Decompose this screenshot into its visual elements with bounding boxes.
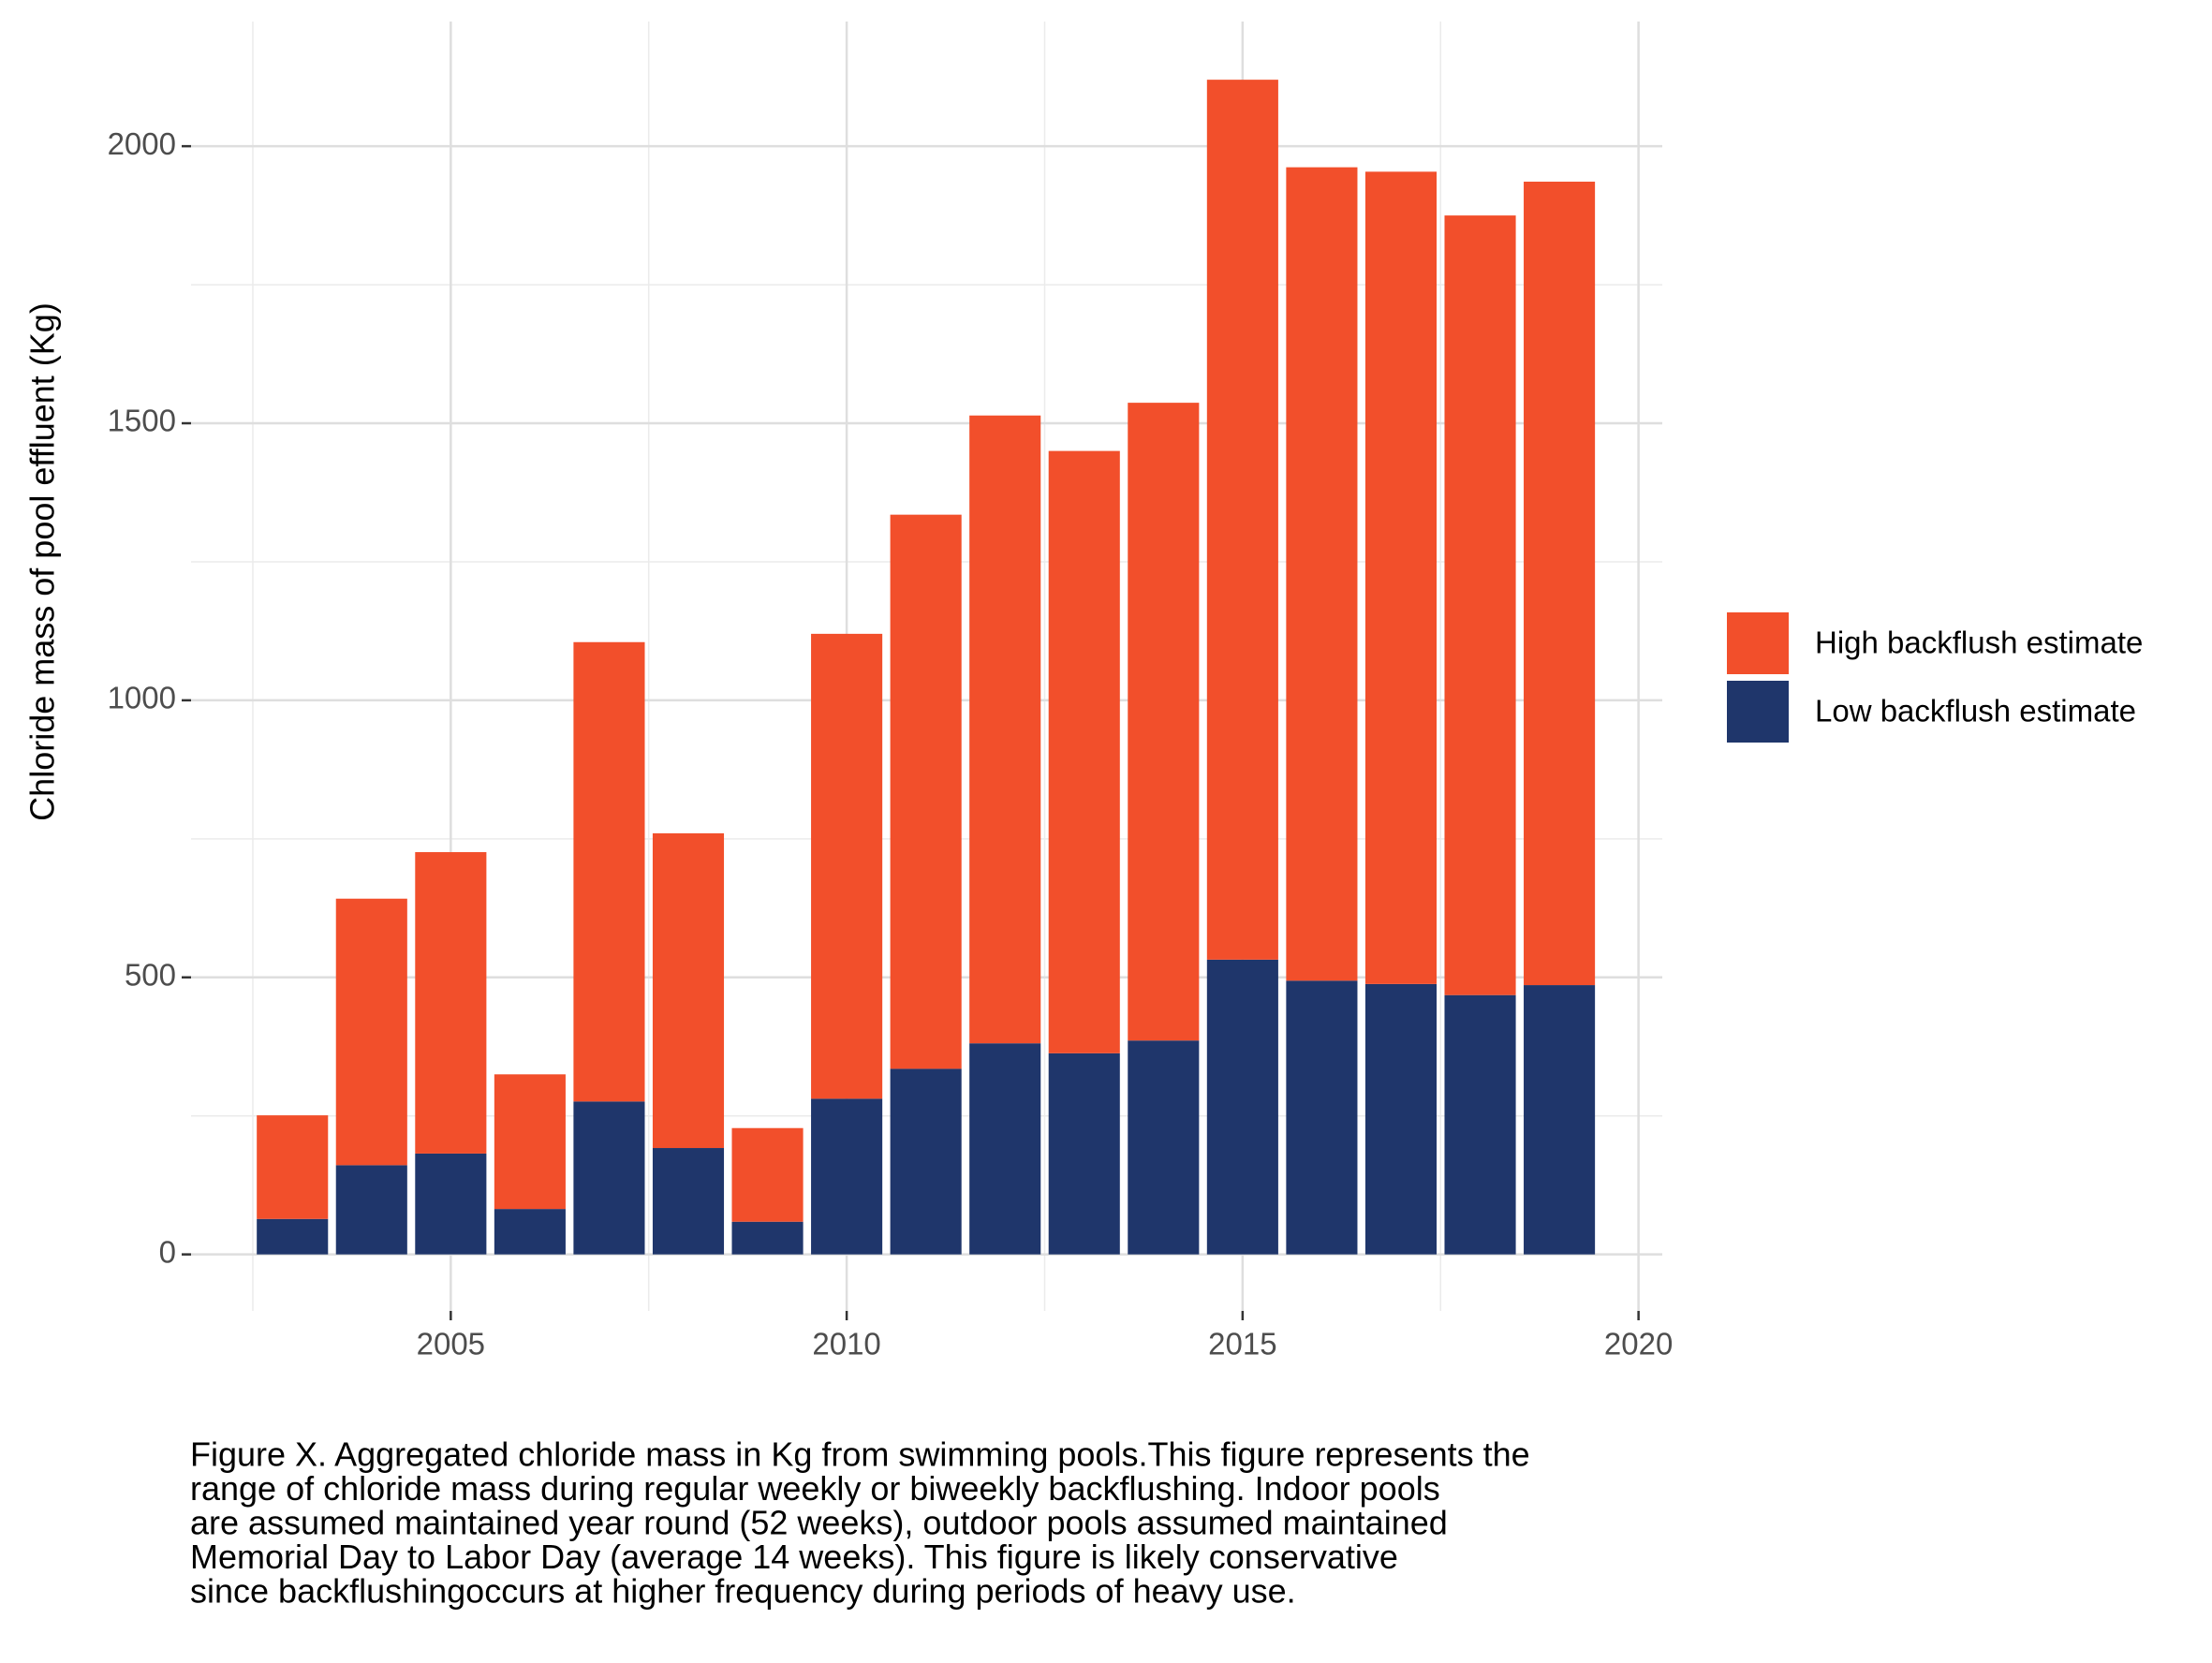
bar-segment [494,1209,566,1255]
y-tick-label: 500 [125,957,176,992]
caption-line: Memorial Day to Labor Day (average 14 we… [190,1538,1398,1576]
bar-segment [652,832,725,1149]
x-tick-label: 2015 [1208,1327,1276,1361]
bar-segment [257,1218,329,1255]
bar-segment [1364,983,1438,1255]
bar-segment [1206,959,1278,1255]
bar-segment [652,1148,725,1255]
caption-line: range of chloride mass during regular we… [190,1469,1440,1508]
caption-line: since backflushingoccurs at higher frequ… [190,1572,1296,1611]
x-tick-label: 2020 [1604,1327,1673,1361]
bar-segment [1048,450,1120,1053]
bar-segment [1444,215,1516,995]
bar-segment [969,1043,1041,1255]
y-axis-title: Chloride mass of pool effluent (Kg) [23,302,62,821]
x-tick-label: 2010 [812,1327,880,1361]
legend-key [1727,681,1789,743]
bar-segment [1206,80,1278,960]
bar-segment [890,514,962,1069]
y-tick-label: 2000 [108,126,176,161]
bar-segment [573,641,645,1102]
bar-segment [1286,167,1358,981]
bar-segment [969,415,1041,1044]
y-tick-label: 1000 [108,681,176,715]
bar-segment [731,1221,804,1255]
y-tick-label: 1500 [108,404,176,438]
bar-segment [1524,182,1596,986]
caption-line: are assumed maintained year round (52 we… [190,1504,1448,1542]
bar-segment [415,852,487,1154]
bar-segment [415,1153,487,1255]
legend-key [1727,612,1789,674]
bar-segment [890,1068,962,1255]
bar-segment [257,1115,329,1219]
legend-label: High backflush estimate [1815,625,2143,660]
bar-segment [1364,171,1438,984]
y-tick-label: 0 [159,1234,176,1269]
bar-segment [811,633,883,1099]
legend-label: Low backflush estimate [1815,694,2136,728]
bar-segment [494,1074,566,1210]
bar-segment [1286,980,1358,1255]
caption-line: Figure X. Aggregated chloride mass in Kg… [190,1435,1530,1474]
bar-segment [1444,994,1516,1255]
x-tick-label: 2005 [417,1327,485,1361]
bar-segment [573,1101,645,1255]
bar-segment [335,898,407,1166]
bar-segment [731,1127,804,1222]
bar-segment [335,1165,407,1255]
bar-segment [1524,985,1596,1255]
bar-segment [1048,1052,1120,1255]
bar-segment [1128,1040,1200,1255]
bar-segment [811,1098,883,1255]
bar-segment [1128,403,1200,1041]
